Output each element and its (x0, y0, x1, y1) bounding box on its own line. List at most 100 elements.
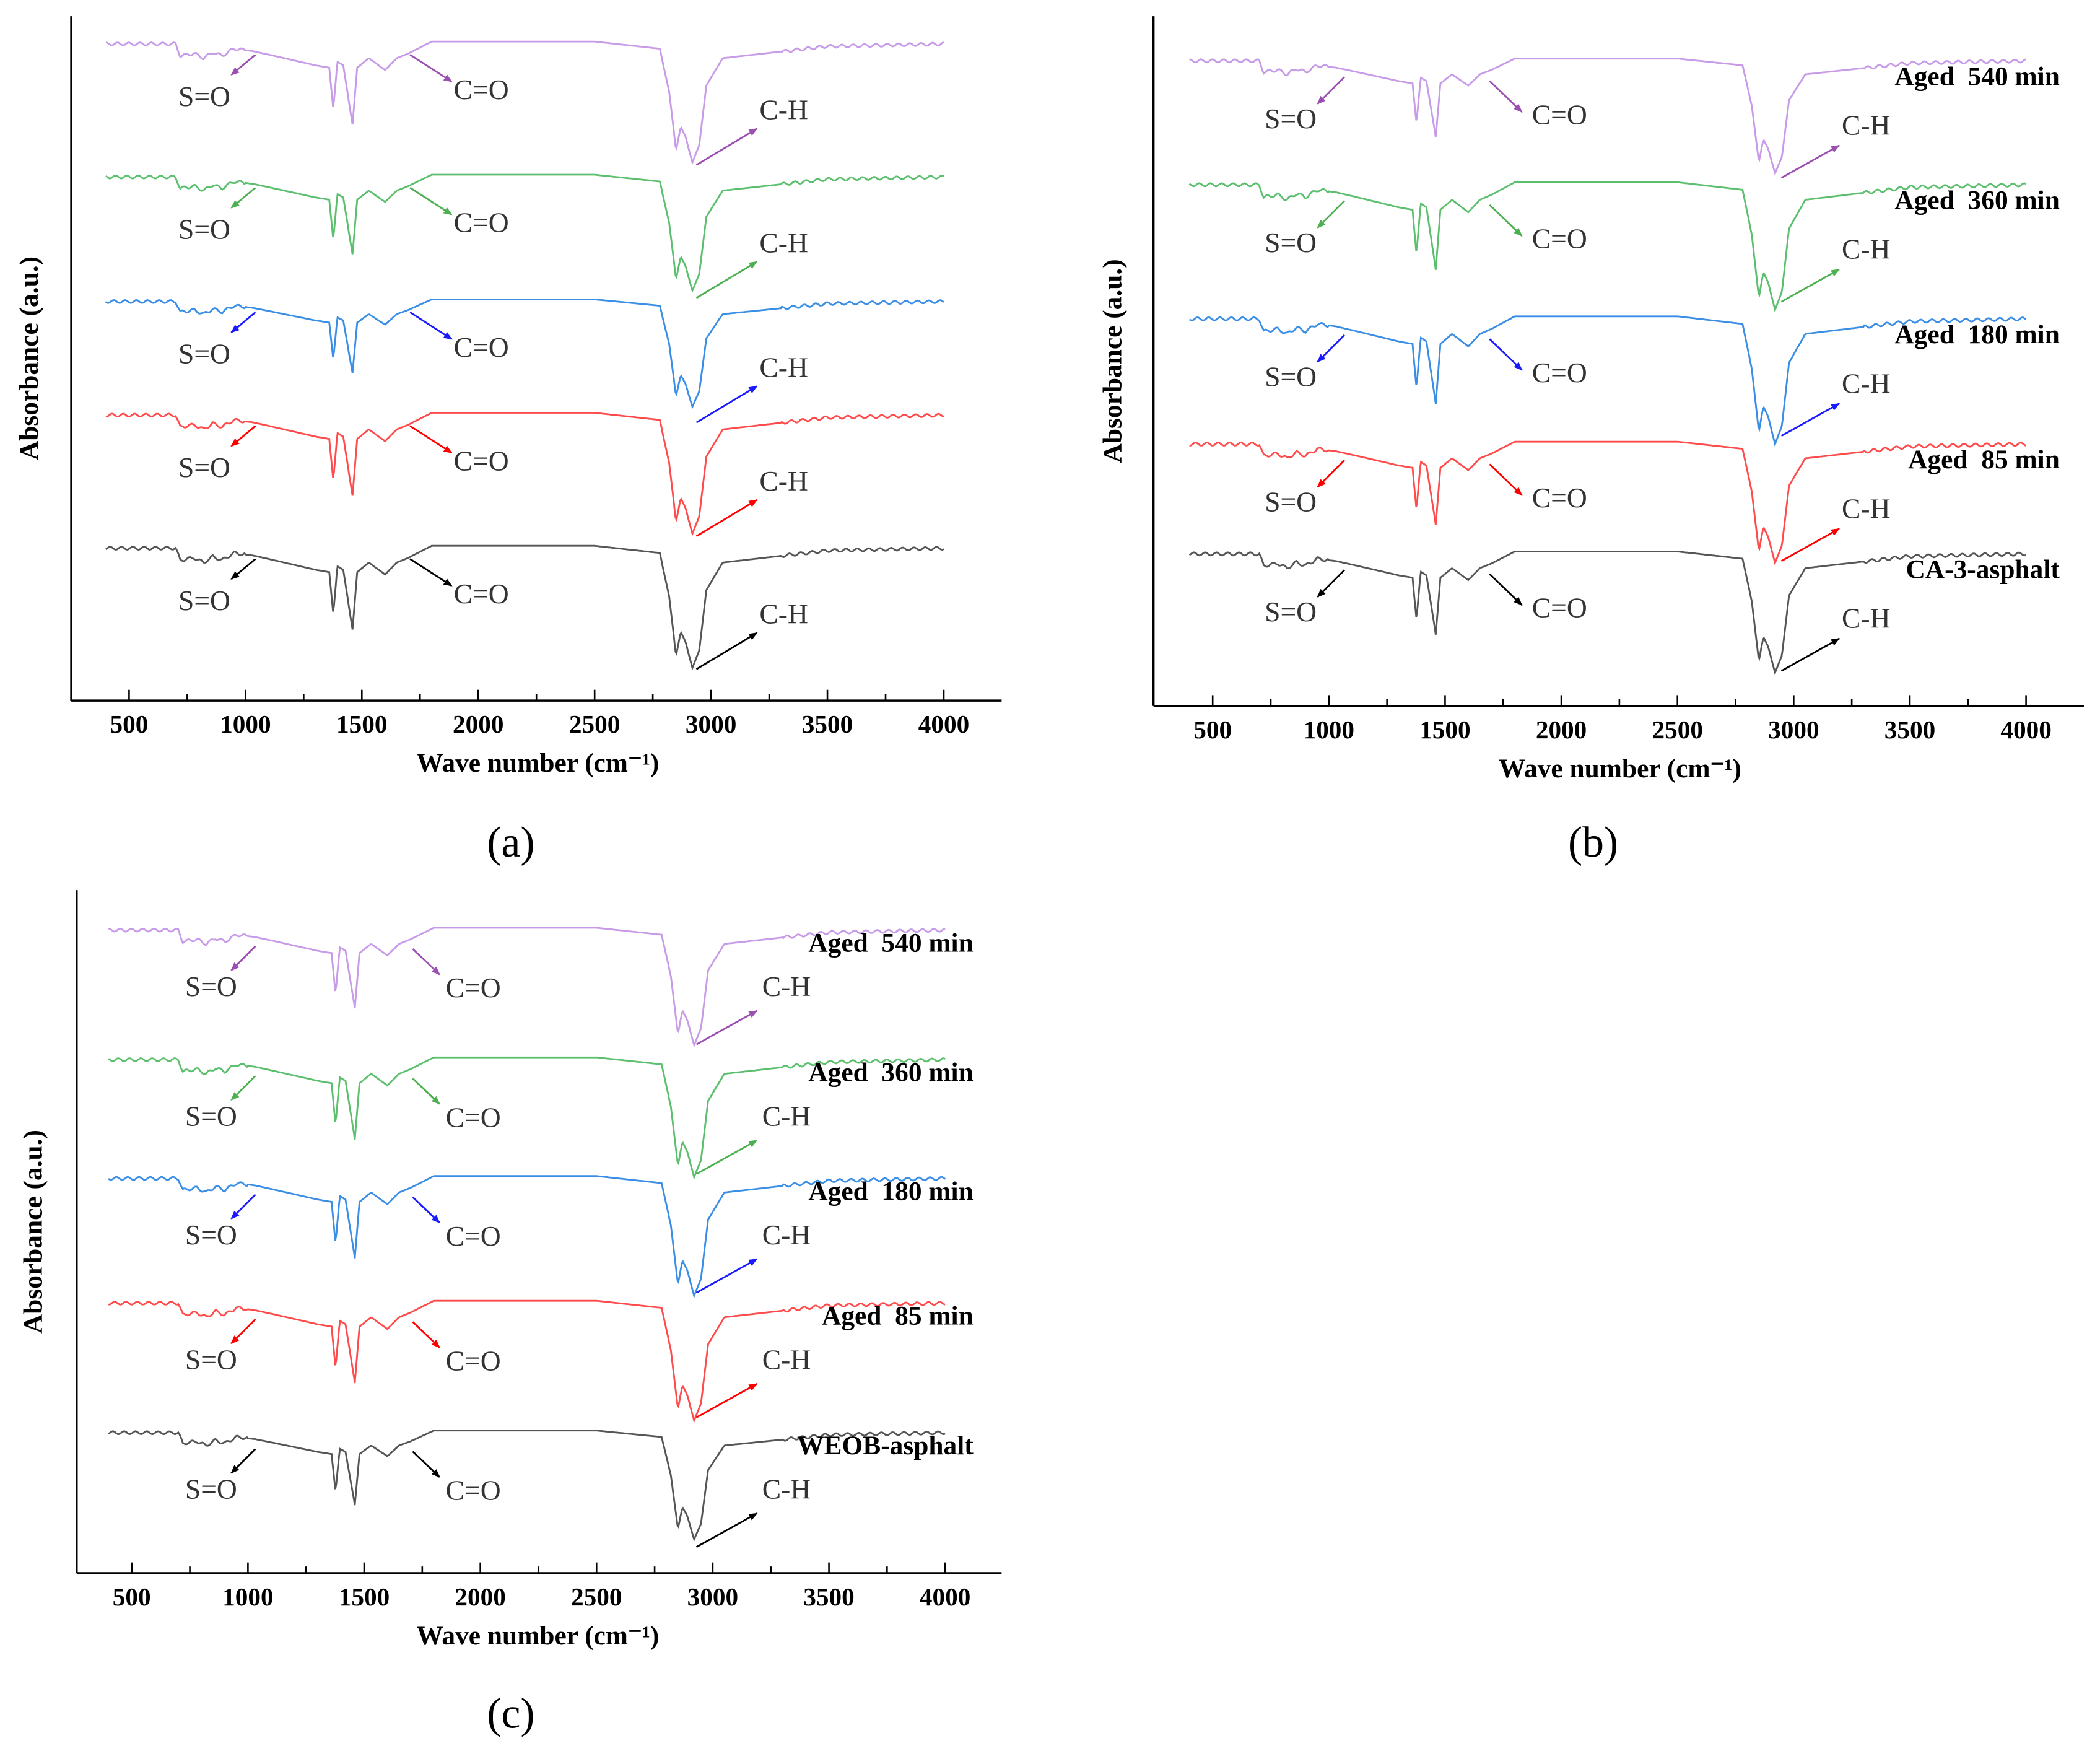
spectrum-line (1188, 315, 2027, 447)
spectrum-line (1189, 58, 2026, 177)
annotation-label: S=O (1265, 103, 1317, 134)
chart-panel-b: 500 1000 1500 2000 2500 3000 3500 4000 Wave numb… (1098, 16, 2084, 866)
annotation-label: C=O (454, 207, 509, 238)
annotation-label: C-H (1842, 234, 1891, 265)
series-label: Aged 85 min (1908, 445, 2060, 474)
annotation-arrow (695, 385, 758, 424)
annotation-label: C-H (1842, 367, 1891, 399)
annotation-arrow (230, 54, 256, 76)
x-axis-title: Wave number (cm⁻¹) (416, 1621, 659, 1651)
y-axis-title: Absorbance (a.u.) (18, 1130, 48, 1334)
spectrum-series: S=O C=O C-H CA-3-asphalt (1188, 551, 2060, 676)
x-tick-label: 2000 (455, 1582, 505, 1611)
x-axis-title: Wave number (cm⁻¹) (1499, 754, 1741, 784)
annotation-label: C=O (454, 74, 509, 105)
annotation-arrow (409, 311, 453, 340)
x-tick-label: 4000 (920, 1582, 970, 1611)
annotation-label: S=O (178, 214, 230, 245)
x-tick-label: 3500 (803, 1582, 854, 1611)
annotation-label: S=O (1265, 486, 1317, 518)
x-tick-label: 1000 (220, 710, 271, 738)
annotation-arrow (1780, 144, 1841, 179)
annotation-arrow (695, 1512, 758, 1548)
y-axis-title: Absorbance (a.u.) (14, 256, 44, 460)
annotation-arrow (1780, 528, 1841, 562)
annotation-arrow (230, 945, 256, 971)
annotation-arrow (230, 187, 256, 209)
annotation-label: C=O (1532, 98, 1587, 130)
annotation-arrow (1489, 338, 1523, 371)
annotation-arrow (412, 948, 440, 976)
annotation-label: S=O (185, 1100, 237, 1132)
annotation-arrow (409, 558, 453, 587)
annotation-label: C=O (1532, 482, 1587, 513)
x-tick-label: 3500 (1884, 715, 1935, 744)
panel-label: (b) (1568, 819, 1618, 866)
spectrum-line (108, 1056, 946, 1181)
annotation-arrow (695, 1382, 758, 1418)
annotation-arrow (409, 186, 453, 216)
annotation-arrow (412, 1078, 440, 1105)
annotation-label: C-H (759, 598, 808, 630)
annotation-arrow (695, 128, 758, 166)
annotation-label: C-H (759, 351, 808, 383)
spectrum-series: S=O C=O C-H (105, 299, 944, 424)
annotation-arrow (1317, 200, 1345, 229)
spectrum-series: S=O C=O C-H Aged 85 min (108, 1299, 974, 1423)
annotation-arrow (230, 1194, 256, 1220)
x-tick-label: 500 (1193, 715, 1232, 744)
x-tick-label: 4000 (2000, 715, 2051, 744)
annotation-label: C=O (446, 1475, 501, 1506)
annotation-arrow (412, 1451, 440, 1478)
spectrum-line (1188, 181, 2027, 313)
annotation-label: C-H (762, 971, 811, 1002)
annotation-label: C=O (1532, 222, 1587, 254)
annotation-label: S=O (185, 1343, 237, 1375)
annotation-label: C=O (454, 445, 509, 476)
y-axis-title: Absorbance (a.u.) (1098, 259, 1128, 463)
annotation-arrow (695, 1139, 758, 1175)
annotation-arrow (1489, 204, 1523, 237)
series-label: Aged 360 min (1894, 185, 2059, 215)
spectrum-line (105, 299, 944, 409)
chart-panel-a: 500 1000 1500 2000 2500 3000 3500 4000 Wave numb… (14, 16, 1002, 866)
x-tick-label: 1500 (339, 1582, 390, 1611)
spectrum-line (1189, 440, 2026, 566)
panel-label: (a) (487, 819, 534, 866)
spectrum-series: S=O C=O C-H (105, 173, 944, 299)
annotation-arrow (1489, 80, 1523, 113)
annotation-label: C-H (762, 1100, 811, 1132)
x-axis-title: Wave number (cm⁻¹) (416, 748, 659, 778)
spectrum-series: S=O C=O C-H WEOB-asphalt (108, 1430, 974, 1548)
annotation-arrow (695, 1010, 758, 1045)
annotation-arrow (1317, 569, 1345, 598)
annotation-label: S=O (178, 452, 230, 483)
x-tick-label: 2500 (1652, 715, 1702, 744)
spectrum-line (108, 1175, 946, 1299)
annotation-arrow (1317, 76, 1345, 105)
annotation-label: S=O (1265, 227, 1317, 258)
annotation-arrow (1317, 460, 1345, 488)
annotation-label: C=O (446, 972, 501, 1003)
spectrum-series: S=O C=O C-H Aged 85 min (1189, 440, 2060, 566)
annotation-arrow (695, 499, 758, 537)
spectrum-series: S=O C=O C-H Aged 180 min (108, 1175, 974, 1299)
annotation-label: C-H (1842, 492, 1891, 524)
series-label: Aged 540 min (808, 928, 973, 958)
annotation-arrow (230, 1448, 256, 1474)
x-tick-label: 2000 (453, 710, 503, 738)
spectrum-line (105, 173, 944, 294)
x-tick-label: 2000 (1536, 715, 1587, 744)
annotation-label: C=O (1532, 591, 1587, 623)
annotation-label: C=O (1532, 357, 1587, 388)
annotation-label: S=O (1265, 596, 1317, 627)
series-label: WEOB-asphalt (797, 1431, 974, 1460)
spectrum-line (1188, 551, 2027, 676)
x-tick-label: 1500 (336, 710, 387, 738)
annotation-label: S=O (178, 338, 230, 370)
